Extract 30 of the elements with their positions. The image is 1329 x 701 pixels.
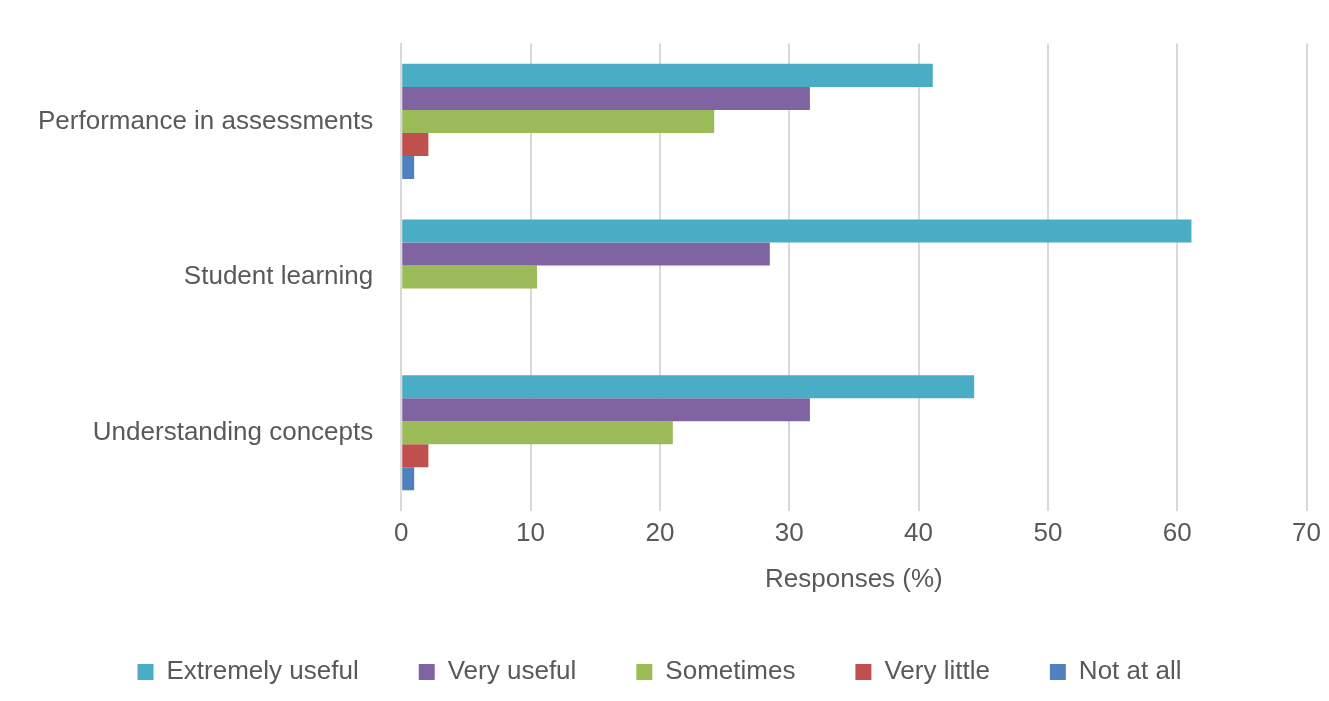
bar [402,467,415,491]
bar [402,444,429,468]
y-tick-label: Student learning [183,260,374,291]
y-tick-label: Understanding concepts [92,415,374,446]
x-tick-label: 10 [516,517,546,548]
bar [402,63,933,87]
x-tick-label: 70 [1292,517,1321,548]
x-tick-label: 20 [645,517,675,548]
x-tick-label: 30 [774,517,804,548]
legend-label: Extremely useful [166,655,359,686]
bar [402,421,673,445]
y-tick-label: Performance in assessments [38,104,374,135]
bar [402,375,975,399]
x-tick-label: 0 [394,517,409,548]
bar [402,265,538,289]
x-tick-label: 40 [904,517,934,548]
legend-label: Very useful [447,655,577,686]
legend-label: Very little [884,655,990,686]
bar [402,109,715,133]
legend-label: Not at all [1078,655,1182,686]
legend-label: Sometimes [665,655,796,686]
bar [402,132,429,156]
bar [402,242,770,266]
x-tick-label: 60 [1162,517,1192,548]
bar [402,219,1192,243]
x-axis-title: Responses (%) [765,562,943,593]
bar [402,86,810,110]
x-tick-label: 50 [1033,517,1063,548]
bar [402,155,415,180]
bar [402,398,810,422]
